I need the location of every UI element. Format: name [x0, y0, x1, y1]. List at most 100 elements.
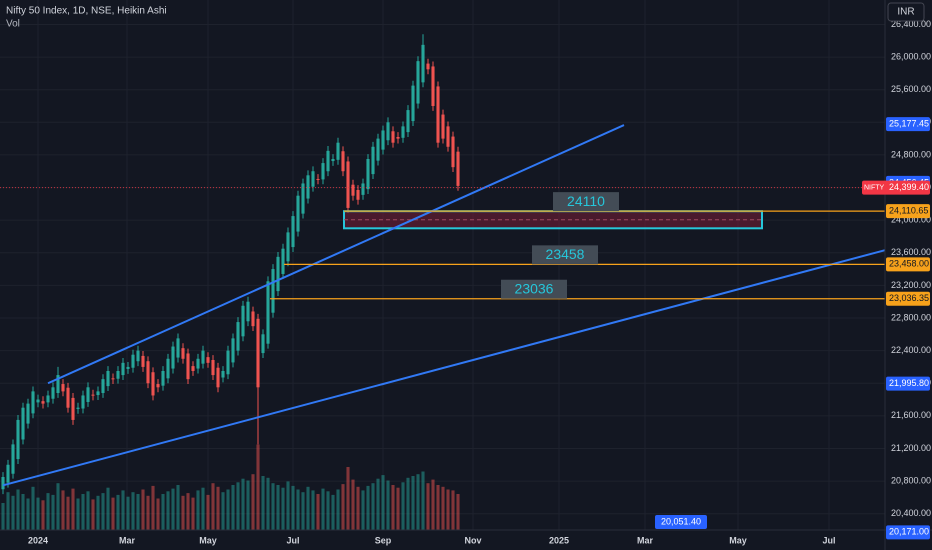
candle-body	[36, 399, 40, 403]
chart-title: Nifty 50 Index, 1D, NSE, Heikin Ashi	[6, 6, 167, 17]
volume-bar	[326, 491, 330, 530]
zone	[343, 210, 763, 230]
candle-body	[156, 384, 160, 388]
x-tick-label: May	[729, 535, 747, 545]
candle-body	[226, 350, 230, 375]
volume-bar	[406, 477, 410, 530]
candle-body	[206, 357, 210, 363]
volume-bar	[166, 491, 170, 530]
y-tick-label: 21,600.00	[891, 410, 931, 420]
level-box-label: 24110	[567, 193, 605, 209]
candle-body	[201, 350, 205, 364]
volume-bar	[251, 474, 255, 530]
candle-body	[81, 395, 85, 409]
x-tick-label: 2024	[28, 535, 48, 545]
candle-body	[276, 256, 280, 292]
candle-body	[321, 163, 325, 180]
candle-body	[126, 366, 130, 369]
volume-bar	[241, 478, 245, 530]
candle-body	[336, 142, 340, 160]
volume-bar	[291, 485, 295, 530]
y-tick-label: 23,200.00	[891, 280, 931, 290]
candle-body	[296, 195, 300, 232]
candle-body	[376, 138, 380, 161]
volume-bar	[101, 493, 105, 530]
volume-bar	[51, 494, 55, 530]
candle-body	[356, 189, 360, 200]
level-box	[501, 279, 567, 299]
trendline	[2, 249, 886, 487]
x-tick-label: Sep	[375, 535, 392, 545]
candle-body	[101, 379, 105, 394]
candle-body	[91, 394, 95, 396]
candle-body	[271, 269, 275, 313]
volume-bar	[176, 485, 180, 530]
candle-body	[436, 86, 440, 143]
volume-bar	[216, 486, 220, 530]
volume-bar	[1, 503, 5, 530]
volume-bar	[261, 476, 265, 530]
x-tick-label: Mar	[637, 535, 654, 545]
candle-body	[71, 397, 75, 420]
volume-bar	[306, 486, 310, 530]
volume-bar	[226, 489, 230, 530]
volume-bar	[156, 498, 160, 530]
y-tick-label: 20,800.00	[891, 475, 931, 485]
volume-bar	[76, 498, 80, 530]
candle-body	[176, 338, 180, 358]
candle-body	[406, 110, 410, 133]
volume-label: Vol	[6, 19, 20, 30]
candle-body	[16, 419, 20, 460]
currency-label[interactable]: INR	[897, 7, 914, 18]
level-box-label: 23458	[546, 246, 585, 262]
volume-bar	[6, 492, 10, 530]
volume-bar	[316, 494, 320, 530]
y-tick-label: 22,400.00	[891, 345, 931, 355]
volume-bar	[246, 480, 250, 530]
candle-body	[151, 372, 155, 396]
candle-body	[31, 391, 35, 414]
volume-bar	[231, 485, 235, 530]
candle-body	[291, 216, 295, 248]
last-price-label: 24,399.40	[889, 182, 929, 192]
price-tag-label: 25,177.45	[889, 119, 929, 129]
candle-body	[21, 407, 25, 440]
y-tick-label: 20,400.00	[891, 508, 931, 518]
volume-bar	[346, 467, 350, 530]
price-tag	[886, 117, 930, 132]
volume-bar	[266, 477, 270, 530]
level-tag	[886, 257, 930, 272]
candle-body	[166, 358, 170, 379]
candle-body	[86, 387, 90, 402]
candle-body	[241, 305, 245, 337]
volume-bar	[411, 476, 415, 530]
candle-body	[351, 184, 355, 196]
volume-bar	[426, 483, 430, 530]
candle-body	[401, 126, 405, 138]
candle-body	[246, 301, 250, 322]
volume-bar	[141, 489, 145, 530]
candle-body	[446, 126, 450, 147]
volume-bar	[351, 479, 355, 530]
volume-bar	[41, 500, 45, 530]
volume-bar	[451, 490, 455, 530]
volume-bar	[271, 483, 275, 530]
candle-body	[66, 387, 70, 408]
volume-bar	[286, 481, 290, 530]
candle-body	[106, 371, 110, 387]
candle-body	[371, 146, 375, 175]
level-box-label: 23036	[515, 280, 554, 296]
currency-button[interactable]	[887, 2, 925, 22]
candle-body	[346, 161, 350, 208]
bottom-tag	[655, 515, 707, 529]
y-tick-label: 26,000.00	[891, 51, 931, 61]
candle-body	[171, 346, 175, 369]
volume-bar	[341, 484, 345, 530]
volume-bar	[421, 471, 425, 530]
candle-body	[381, 130, 385, 150]
candle-body	[61, 384, 65, 392]
candle-body	[41, 401, 45, 404]
candle-body	[146, 361, 150, 384]
